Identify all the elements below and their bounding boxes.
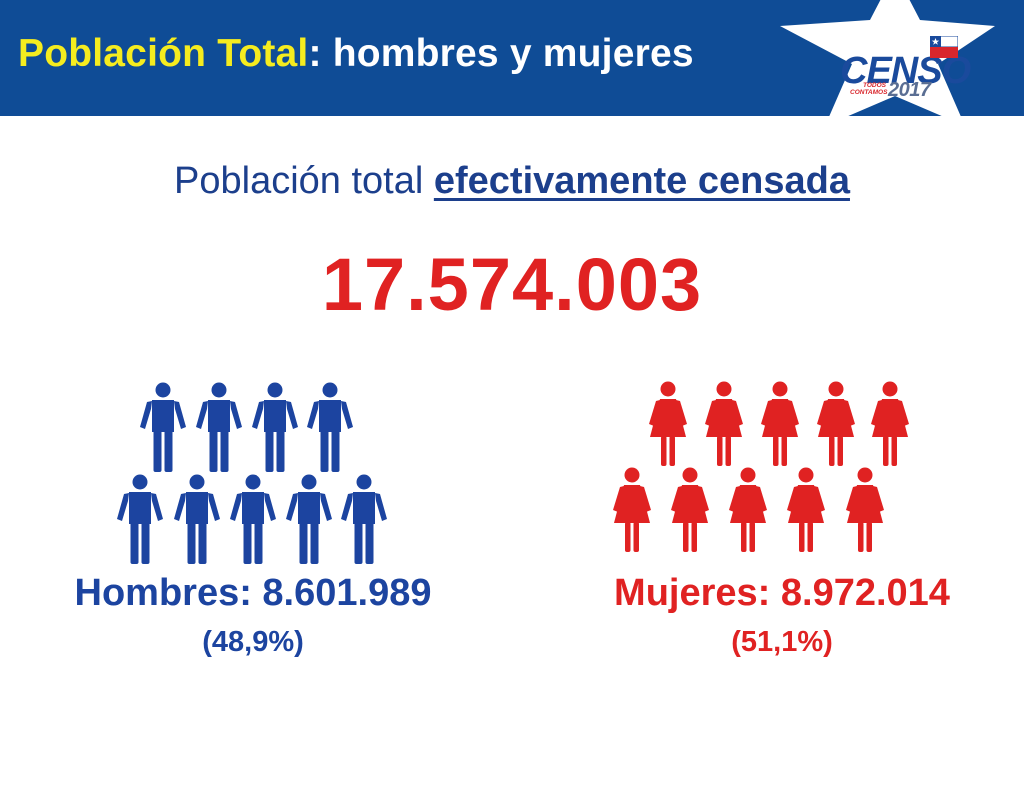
man-icon xyxy=(307,382,353,472)
subtitle: Población total efectivamente censada xyxy=(0,160,1024,203)
logo-tagline-line1: TODOS xyxy=(863,82,886,89)
men-label: Hombres: 8.601.989 xyxy=(74,572,432,614)
woman-icon xyxy=(729,467,767,552)
women-label: Mujeres: 8.972.014 xyxy=(614,572,950,614)
title-rest: : hombres y mujeres xyxy=(308,32,694,75)
woman-icon xyxy=(787,467,825,552)
women-percent: (51,1%) xyxy=(731,626,833,658)
total-population: 17.574.003 xyxy=(321,243,703,326)
logo-year: 2017 xyxy=(888,79,931,101)
star-icon xyxy=(780,0,995,116)
man-icon xyxy=(140,382,186,472)
chile-flag-icon xyxy=(930,36,958,58)
man-icon xyxy=(341,474,387,564)
woman-icon xyxy=(846,467,884,552)
woman-icon xyxy=(871,381,909,466)
woman-icon xyxy=(649,381,687,466)
man-icon xyxy=(230,474,276,564)
men-percent: (48,9%) xyxy=(202,626,304,658)
logo-tagline-line2: CONTAMOS xyxy=(850,89,888,96)
header-banner: Población Total: hombres y mujeres CENSO… xyxy=(0,0,1024,116)
subtitle-prefix: Población total xyxy=(174,160,434,202)
man-icon xyxy=(252,382,298,472)
logo-tagline: TODOS CONTAMOS xyxy=(850,82,888,96)
man-icon xyxy=(196,382,242,472)
woman-icon xyxy=(817,381,855,466)
woman-icon xyxy=(613,467,651,552)
censo-logo: CENSO TODOS CONTAMOS 2017 xyxy=(770,0,1024,116)
logo-text: CENSO xyxy=(840,50,971,92)
man-icon xyxy=(117,474,163,564)
subtitle-emphasis: efectivamente censada xyxy=(433,160,850,202)
man-icon xyxy=(286,474,332,564)
woman-icon xyxy=(671,467,709,552)
page-title: Población Total: hombres y mujeres xyxy=(18,32,694,76)
title-highlight: Población Total xyxy=(18,32,309,75)
woman-icon xyxy=(705,381,743,466)
man-icon xyxy=(174,474,220,564)
woman-icon xyxy=(761,381,799,466)
